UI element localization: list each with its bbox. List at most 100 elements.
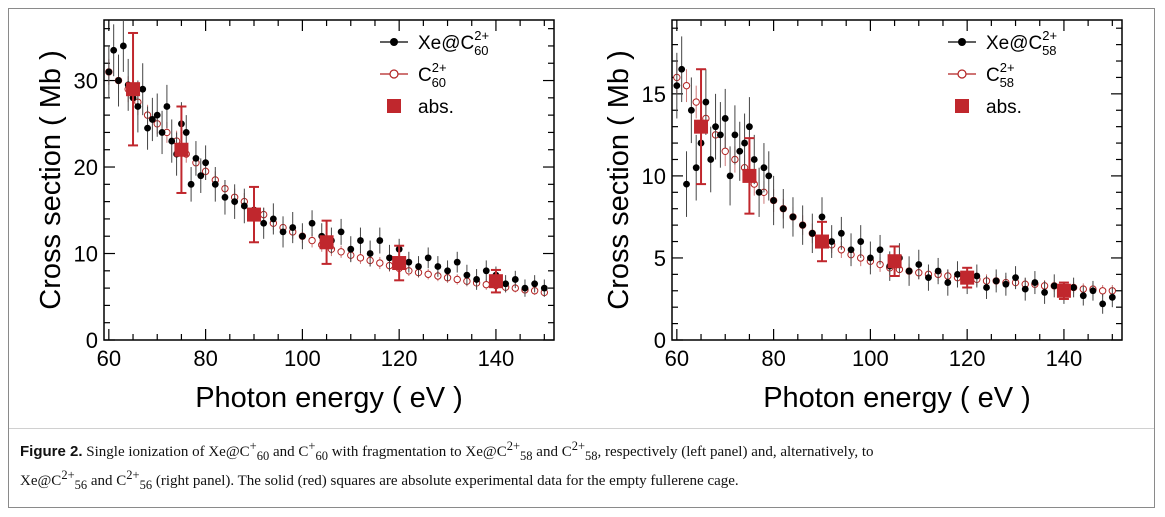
y-tick-label: 10 (642, 164, 666, 189)
data-point (770, 197, 778, 204)
data-point (337, 228, 345, 236)
x-tick-label: 60 (665, 346, 689, 371)
data-point (1021, 285, 1029, 293)
data-point (1089, 287, 1097, 295)
data-point (934, 267, 942, 275)
data-point (905, 267, 913, 275)
right-panel-chart: 60 80 100 120 140 0 5 10 15 Photon energy ( eV ) C… (603, 19, 1123, 414)
legend-marker (389, 69, 399, 79)
data-point (269, 215, 277, 223)
data-point (240, 202, 248, 210)
data-point (973, 272, 981, 280)
x-axis-label: Photon energy ( eV ) (763, 382, 1031, 414)
x-tick-label: 120 (381, 346, 418, 371)
legend-label: abs. (418, 97, 454, 118)
data-point (115, 77, 122, 84)
y-tick-label: 10 (74, 242, 98, 267)
data-point (174, 142, 189, 157)
data-point (366, 250, 374, 257)
data-point (702, 98, 710, 106)
left-panel-chart: 60 80 100 120 140 0 10 20 30 Photon energy ( eV )… (35, 19, 555, 414)
data-point (673, 82, 681, 90)
x-tick-label: 60 (97, 346, 121, 371)
data-point (211, 180, 219, 188)
data-point (694, 119, 709, 134)
data-point (750, 156, 758, 163)
data-point (828, 238, 836, 245)
caption-text-4: and C (532, 444, 572, 460)
caption-text-7: and C (87, 473, 127, 489)
legend-label: Xe@C2+ 60 (418, 28, 489, 58)
caption-text-1: Single ionization of Xe@C (82, 444, 250, 460)
data-point (857, 238, 865, 245)
legend-label: C2+ 58 (986, 60, 1015, 90)
y-tick-label: 30 (74, 69, 98, 94)
plot-frame (671, 19, 1123, 341)
data-point (502, 280, 510, 288)
data-point (308, 219, 316, 227)
legend-label: C2+ 60 (418, 60, 447, 90)
caption-sup: + (308, 439, 316, 453)
caption-sub: 56 (139, 478, 153, 492)
data-point (789, 213, 797, 221)
data-point (779, 205, 787, 213)
caption-sup: 2+ (506, 439, 521, 453)
data-point (687, 106, 695, 114)
data-point (1050, 282, 1058, 290)
data-point (202, 159, 210, 167)
legend-label: abs. (986, 97, 1022, 118)
data-point (1041, 289, 1048, 296)
data-point (308, 236, 316, 245)
data-point (721, 147, 729, 155)
data-point (356, 254, 365, 262)
data-point (742, 168, 757, 183)
caption-divider (9, 428, 1154, 429)
data-point (960, 270, 975, 285)
y-tick-label: 0 (654, 328, 666, 353)
caption-text-3: with fragmentation to Xe@C (327, 444, 507, 460)
data-point (887, 254, 902, 269)
data-point (1056, 283, 1071, 298)
caption-sup: + (249, 439, 257, 453)
data-point (818, 213, 826, 221)
caption-sub: 58 (520, 449, 533, 463)
data-point (134, 103, 142, 110)
data-point (453, 275, 461, 284)
data-point (983, 284, 990, 291)
data-point (731, 131, 739, 139)
y-tick-label: 15 (642, 82, 666, 107)
data-point (692, 98, 700, 106)
data-point (721, 115, 729, 122)
data-point (682, 81, 691, 90)
data-point (837, 229, 845, 237)
data-point (815, 234, 829, 249)
data-point (866, 254, 874, 262)
caption-sup: 2+ (126, 468, 140, 482)
data-point (444, 267, 451, 275)
data-point (915, 261, 923, 268)
data-point (741, 139, 748, 147)
y-tick-label: 20 (74, 155, 98, 180)
caption-sub: 56 (74, 478, 88, 492)
figure-frame (8, 8, 1155, 508)
data-point (279, 228, 287, 236)
data-point (482, 267, 490, 275)
data-point (347, 245, 355, 253)
data-point (755, 188, 763, 196)
data-point (716, 131, 724, 139)
data-point (540, 284, 548, 292)
data-point (126, 82, 141, 97)
data-point (799, 221, 807, 229)
data-point (488, 274, 503, 289)
data-point (925, 274, 932, 282)
data-point (298, 232, 306, 240)
data-point (110, 46, 118, 54)
data-point (139, 85, 147, 93)
data-point (119, 42, 127, 50)
data-point (182, 129, 190, 136)
series-filled-circle (673, 36, 1116, 314)
x-tick-label: 80 (193, 346, 217, 371)
data-point (424, 270, 432, 278)
x-tick-label: 140 (478, 346, 515, 371)
data-point (1031, 279, 1039, 286)
